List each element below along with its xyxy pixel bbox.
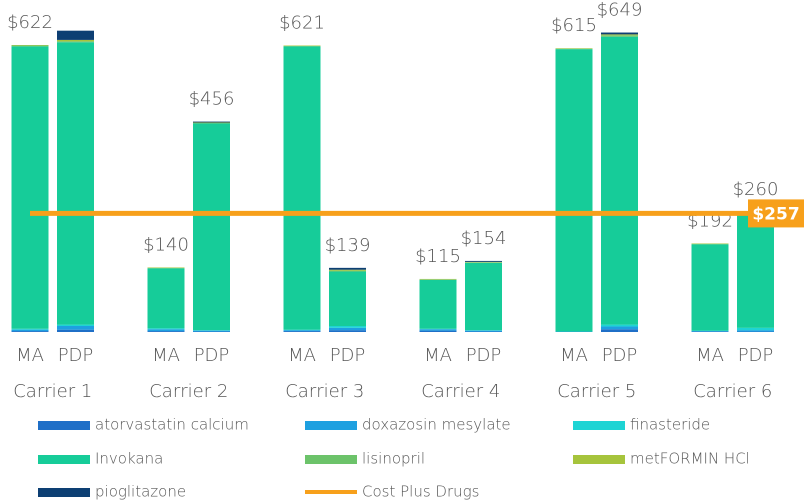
legend-swatch (305, 455, 357, 464)
legend-label: Cost Plus Drugs (362, 483, 479, 501)
bar-segment (57, 329, 94, 332)
total-label: $456 (189, 89, 235, 110)
bar-segment (601, 32, 638, 35)
sub-label: PDP (58, 345, 94, 366)
total-label: $621 (279, 12, 325, 33)
legend-swatch (38, 421, 90, 430)
sub-label: PDP (466, 345, 502, 366)
bar-segment (601, 324, 638, 327)
bar-segment (329, 330, 366, 332)
total-label: $139 (325, 235, 371, 256)
bar-segment (737, 212, 774, 328)
bar-segment (691, 244, 729, 331)
bar-segment (11, 331, 49, 332)
bar-segment (329, 327, 366, 331)
group-label: Carrier 1 (13, 381, 92, 402)
bar-segment (601, 326, 638, 330)
bar-segment (147, 328, 185, 330)
bar-segment (57, 326, 94, 330)
legend-label: pioglitazone (95, 483, 186, 501)
bar-segment (11, 46, 49, 329)
group-label: Carrier 5 (557, 381, 636, 402)
bar-segment (57, 41, 94, 43)
bar-segment (11, 329, 49, 332)
bar-segment (419, 329, 457, 331)
legend-swatch (573, 455, 625, 464)
bar-segment (737, 327, 774, 331)
bar-segment (57, 39, 94, 42)
bar-segment (11, 45, 49, 47)
bar-segment (737, 330, 774, 332)
sub-label: MA (696, 345, 724, 366)
total-label: $615 (551, 15, 597, 36)
group-label: Carrier 2 (149, 381, 228, 402)
bar-segment (147, 329, 185, 332)
total-label: $260 (733, 179, 779, 200)
reference-label: $257 (752, 204, 799, 224)
bar-segment (555, 49, 593, 332)
legend-swatch (38, 455, 90, 464)
legend-label: lisinopril (362, 450, 425, 468)
legend-label: metFORMIN HCl (630, 450, 750, 468)
legend-swatch (305, 421, 357, 430)
sub-label: PDP (330, 345, 366, 366)
bar-segment (193, 123, 230, 331)
group-label: Carrier 4 (421, 381, 500, 402)
sub-label: PDP (602, 345, 638, 366)
bar-segment (329, 271, 366, 327)
reference-label-box (748, 199, 804, 228)
legend-label: atorvastatin calcium (95, 416, 249, 434)
bar-segment (329, 269, 366, 271)
bar-segment (465, 262, 502, 331)
sub-label: PDP (738, 345, 774, 366)
bar-segment (193, 330, 230, 332)
legend-label: Invokana (95, 450, 163, 468)
bar-segment (465, 330, 502, 332)
bar-segment (419, 279, 457, 329)
bar-segment (283, 331, 321, 332)
sub-label: MA (288, 345, 316, 366)
bar-segment (329, 270, 366, 272)
group-label: Carrier 3 (285, 381, 364, 402)
sub-label: MA (424, 345, 452, 366)
bar-segment (601, 34, 638, 36)
bar-segment (147, 268, 185, 329)
total-label: $649 (597, 0, 643, 21)
legend-label: doxazosin mesylate (362, 416, 511, 434)
bar-segment (601, 36, 638, 325)
bar-segment (283, 46, 321, 330)
bar-segment (283, 330, 321, 332)
total-label: $154 (461, 228, 507, 249)
sub-label: MA (560, 345, 588, 366)
total-label: $622 (7, 12, 53, 33)
bar-segment (57, 324, 94, 327)
total-label: $115 (415, 246, 461, 267)
legend-label: finasteride (630, 416, 710, 434)
bar-segment (57, 30, 94, 40)
sub-label: MA (16, 345, 44, 366)
bar-segment (57, 42, 94, 325)
bar-segment (329, 326, 366, 328)
bar-segment (601, 35, 638, 37)
bar-segment (419, 330, 457, 332)
sub-label: PDP (194, 345, 230, 366)
bar-segment (147, 331, 185, 332)
bar-segment (465, 260, 502, 262)
bar-segment (601, 329, 638, 332)
legend-swatch (38, 488, 90, 497)
total-label: $140 (143, 234, 189, 255)
legend-swatch (573, 421, 625, 430)
sub-label: MA (152, 345, 180, 366)
bar-segment (329, 267, 366, 270)
bar-segment (193, 121, 230, 123)
bar-segment (11, 328, 49, 330)
group-label: Carrier 6 (693, 381, 772, 402)
